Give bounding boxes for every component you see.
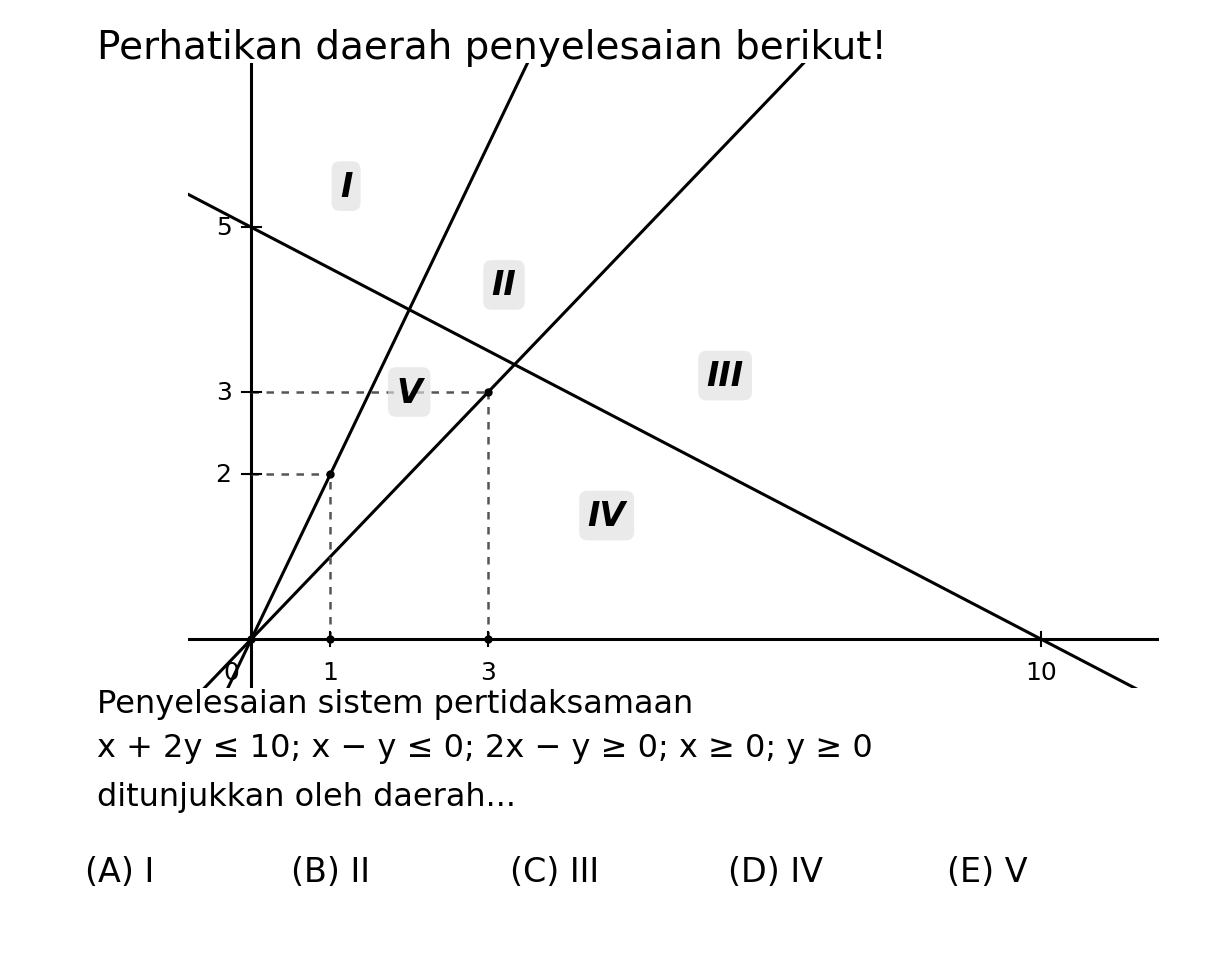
Text: 10: 10 [1025,660,1057,684]
Text: 1: 1 [323,660,339,684]
Text: III: III [707,360,744,393]
Text: 2: 2 [216,463,232,487]
Text: V: V [396,376,422,409]
Text: Penyelesaian sistem pertidaksamaan: Penyelesaian sistem pertidaksamaan [97,689,693,720]
Text: I: I [340,170,352,203]
Text: (C) III: (C) III [510,855,599,888]
Text: 5: 5 [216,216,232,240]
Text: (E) V: (E) V [947,855,1027,888]
Text: 3: 3 [216,381,232,404]
Text: (B) II: (B) II [291,855,370,888]
Text: 3: 3 [481,660,497,684]
Text: (D) IV: (D) IV [728,855,823,888]
Text: Perhatikan daerah penyelesaian berikut!: Perhatikan daerah penyelesaian berikut! [97,29,887,67]
Text: II: II [492,269,516,302]
Text: 0: 0 [223,660,239,684]
Text: ditunjukkan oleh daerah...: ditunjukkan oleh daerah... [97,782,516,813]
Text: IV: IV [588,499,625,532]
Text: (A) I: (A) I [85,855,154,888]
Text: x + 2y ≤ 10; x − y ≤ 0; 2x − y ≥ 0; x ≥ 0; y ≥ 0: x + 2y ≤ 10; x − y ≤ 0; 2x − y ≥ 0; x ≥ … [97,733,873,764]
